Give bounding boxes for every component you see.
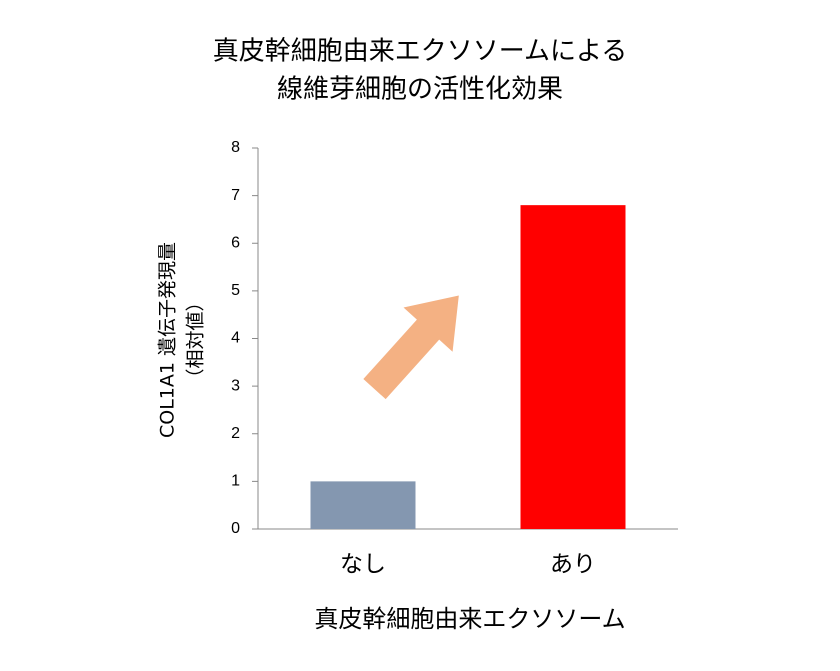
arrow [363,295,459,400]
y-tick-label: 5 [231,282,240,299]
y-tick-label: 4 [231,330,240,347]
bar [520,205,626,529]
chart-title: 線維芽細胞の活性化効果 [277,75,563,105]
bar [310,481,416,529]
y-tick-label: 2 [231,425,240,442]
y-axis-label: COL1A1 遺伝子発現量 [157,242,179,438]
chart-title: 真皮幹細胞由来エクソソームによる [213,37,627,67]
y-axis-label: （相対値） [185,292,207,387]
y-tick-label: 0 [231,520,240,537]
y-tick-label: 3 [231,377,240,394]
x-tick-label: なし [340,552,386,578]
x-tick-label: あり [550,552,596,578]
x-axis-label: 真皮幹細胞由来エクソソーム [314,605,625,633]
y-tick-label: 1 [231,473,240,490]
y-tick-label: 6 [231,234,240,251]
y-tick-label: 8 [231,139,240,156]
y-tick-label: 7 [231,187,240,204]
